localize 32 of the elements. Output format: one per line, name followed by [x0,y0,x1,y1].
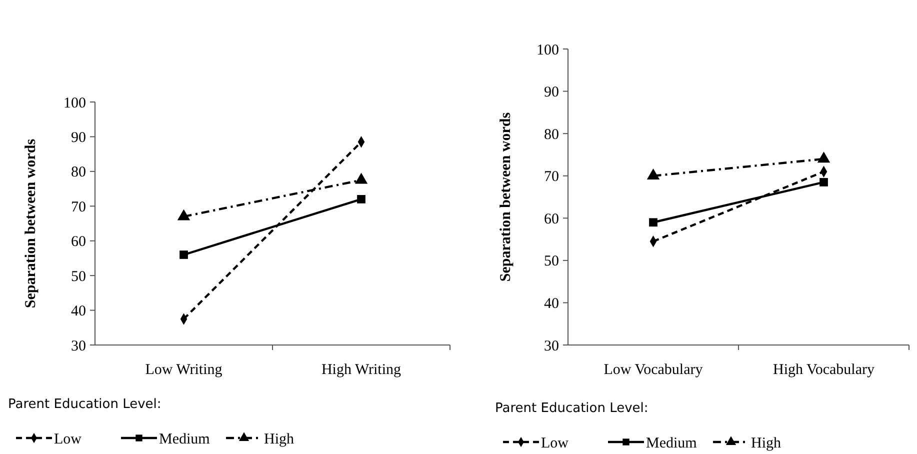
legend-title: Parent Education Level: [495,401,648,416]
y-tick-label: 60 [544,211,559,228]
y-tick-label: 50 [544,254,559,270]
y-tick-label: 90 [544,84,559,101]
y-axis-title: Separation between words [498,112,514,282]
legend-label: High [751,435,782,452]
legend-title: Parent Education Level: [8,397,162,412]
x-tick-label: High Writing [321,362,402,378]
y-tick-label: 30 [544,338,559,354]
x-tick-label: High Vocabulary [772,362,876,378]
y-tick-label: 40 [71,304,86,320]
legend-label: Medium [646,435,698,452]
y-tick-label: 100 [536,42,559,58]
x-tick-label: Low Vocabulary [604,362,704,378]
point [180,250,188,259]
y-tick-label: 100 [64,95,86,112]
point [357,195,366,204]
y-tick-label: 90 [71,130,86,146]
legend-label: Low [54,431,82,448]
y-tick-label: 30 [71,338,86,354]
y-tick-label: 80 [71,164,86,181]
y-tick-label: 40 [544,296,559,312]
y-tick-label: 60 [71,234,86,250]
y-tick-label: 70 [544,169,559,186]
legend-label: Low [541,435,569,452]
y-tick-label: 80 [544,126,559,143]
y-axis-title: Separation between words [23,138,39,308]
y-tick-label: 50 [71,268,86,285]
legend-label: High [264,431,294,448]
legend-label: Medium [159,431,210,448]
x-tick-label: Low Writing [145,362,223,378]
y-tick-label: 70 [71,199,86,216]
